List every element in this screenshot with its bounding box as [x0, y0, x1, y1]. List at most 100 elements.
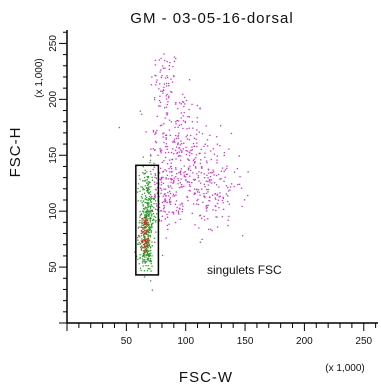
data-point [150, 155, 152, 157]
data-point [151, 210, 154, 212]
data-point [196, 173, 198, 175]
data-point [172, 182, 174, 184]
data-point [215, 209, 217, 212]
data-point [143, 192, 146, 194]
data-point [148, 255, 150, 258]
data-point [188, 151, 190, 153]
data-point [212, 169, 214, 171]
data-point [139, 256, 141, 259]
data-point [180, 173, 182, 176]
data-point [155, 84, 157, 86]
data-point [231, 183, 233, 185]
data-point [179, 147, 181, 149]
x-tick-label: 100 [177, 336, 194, 347]
data-point [173, 181, 175, 184]
data-point [229, 189, 231, 191]
data-point [161, 201, 164, 204]
data-point [153, 218, 155, 220]
data-point [190, 134, 192, 137]
data-point [143, 208, 146, 210]
data-point [155, 208, 157, 210]
data-point [142, 241, 144, 243]
data-point [195, 157, 197, 159]
data-point [196, 191, 199, 193]
data-point [143, 210, 145, 212]
x-axis-multiplier: (x 1,000) [325, 363, 364, 374]
data-point [145, 219, 147, 221]
data-point [162, 171, 164, 173]
data-point [142, 208, 145, 210]
data-point [155, 132, 157, 134]
data-point [149, 254, 151, 257]
data-point [165, 106, 167, 108]
data-point [199, 241, 201, 243]
data-point [145, 223, 147, 225]
data-point [155, 221, 157, 223]
data-point [143, 251, 146, 253]
data-point [175, 123, 177, 125]
data-point [141, 222, 143, 224]
data-point [149, 207, 152, 209]
data-point [139, 257, 141, 259]
data-point [202, 201, 204, 203]
data-point [141, 238, 143, 240]
data-point [149, 258, 152, 260]
data-point [207, 204, 209, 206]
data-point [175, 102, 177, 104]
data-point [150, 252, 152, 254]
data-point [172, 148, 174, 150]
data-point [228, 203, 231, 205]
data-point [224, 176, 226, 178]
data-point [180, 117, 182, 119]
data-point [148, 188, 150, 191]
data-point [145, 249, 147, 251]
data-point [177, 137, 179, 139]
data-point [213, 182, 216, 184]
data-point [166, 213, 168, 216]
data-point [184, 171, 186, 173]
data-point [153, 237, 156, 239]
data-point [198, 131, 200, 133]
data-point [148, 205, 150, 207]
data-point [160, 184, 162, 186]
data-point [149, 227, 151, 229]
data-point [164, 218, 166, 220]
data-point [147, 239, 150, 241]
data-point [149, 217, 151, 219]
data-point [173, 75, 175, 77]
data-point [207, 145, 209, 147]
data-point [145, 230, 147, 232]
data-point [175, 137, 178, 140]
data-point [178, 155, 180, 157]
data-point [152, 213, 155, 215]
data-point [210, 172, 212, 174]
data-point [187, 199, 189, 202]
data-point [220, 178, 222, 180]
data-point [159, 105, 161, 107]
data-point [150, 173, 152, 175]
data-point [147, 254, 150, 256]
data-point [143, 229, 146, 231]
data-point [140, 240, 142, 242]
data-point [199, 108, 201, 110]
data-point [215, 174, 218, 177]
data-point [148, 240, 150, 242]
data-point [220, 125, 222, 127]
data-point [173, 56, 176, 58]
data-point [206, 210, 208, 212]
data-point [216, 184, 218, 186]
data-point [147, 213, 149, 215]
data-point [143, 244, 146, 246]
data-point [169, 185, 172, 187]
data-point [146, 229, 148, 231]
data-point [147, 215, 149, 217]
data-point [165, 134, 167, 136]
data-point [233, 171, 236, 173]
data-point [149, 260, 151, 263]
data-point [175, 158, 177, 160]
data-point [228, 190, 230, 192]
data-point [196, 203, 198, 205]
data-point [167, 76, 169, 79]
data-point [185, 149, 187, 152]
data-point [184, 120, 186, 123]
